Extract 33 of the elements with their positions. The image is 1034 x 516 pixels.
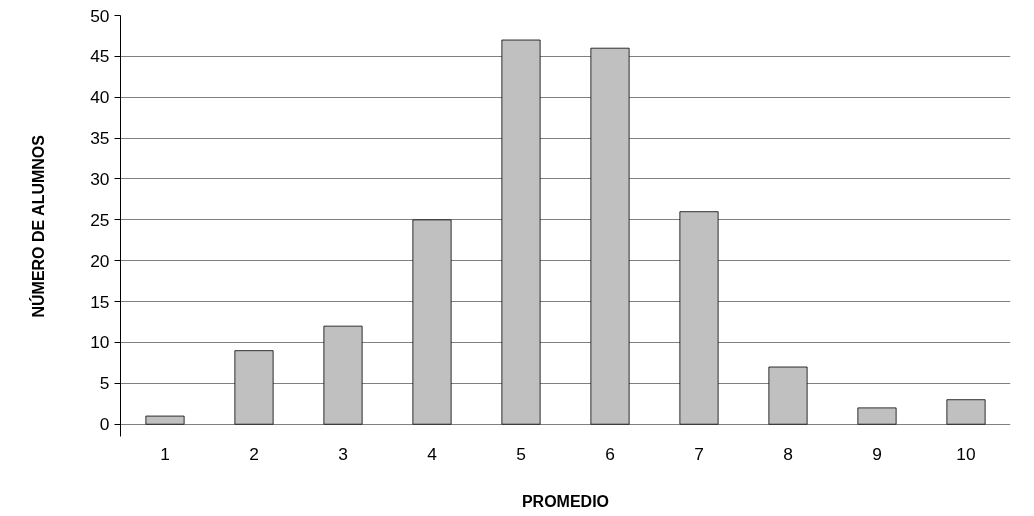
x-tick-label: 10	[956, 443, 976, 464]
x-tick-label: 6	[605, 443, 615, 464]
x-axis-title: PROMEDIO	[521, 492, 610, 510]
bar	[590, 47, 630, 425]
bar	[501, 39, 541, 425]
y-tick-label: 20	[90, 250, 110, 271]
y-tick-label: 30	[90, 169, 110, 189]
bar	[234, 350, 274, 425]
bar	[679, 211, 719, 425]
x-tick-label: 4	[427, 443, 438, 464]
y-tick-label: 5	[99, 373, 110, 394]
bar	[145, 415, 185, 425]
y-tick-label: 15	[90, 291, 110, 312]
x-tick-label: 8	[783, 443, 793, 464]
x-tick-label: 1	[160, 443, 170, 464]
x-tick-label: 5	[516, 443, 526, 464]
y-tick-label: 45	[90, 46, 110, 67]
x-tick-label: 2	[249, 443, 259, 464]
bar	[946, 399, 986, 425]
bar	[857, 407, 897, 425]
bar	[768, 366, 808, 425]
x-tick-label: 9	[872, 443, 882, 464]
x-tick-label: 3	[338, 443, 348, 464]
y-tick-label: 25	[90, 209, 110, 230]
y-axis-title: NÚMERO DE ALUMNOS	[29, 134, 48, 318]
bar	[323, 325, 363, 425]
x-tick-label: 7	[694, 443, 704, 464]
bar	[412, 219, 452, 425]
y-tick-label: 40	[90, 87, 110, 108]
y-tick-label: 35	[90, 128, 110, 149]
y-tick-label: 0	[99, 414, 110, 435]
y-tick-label: 10	[90, 332, 110, 353]
y-tick-label: 50	[90, 5, 110, 26]
